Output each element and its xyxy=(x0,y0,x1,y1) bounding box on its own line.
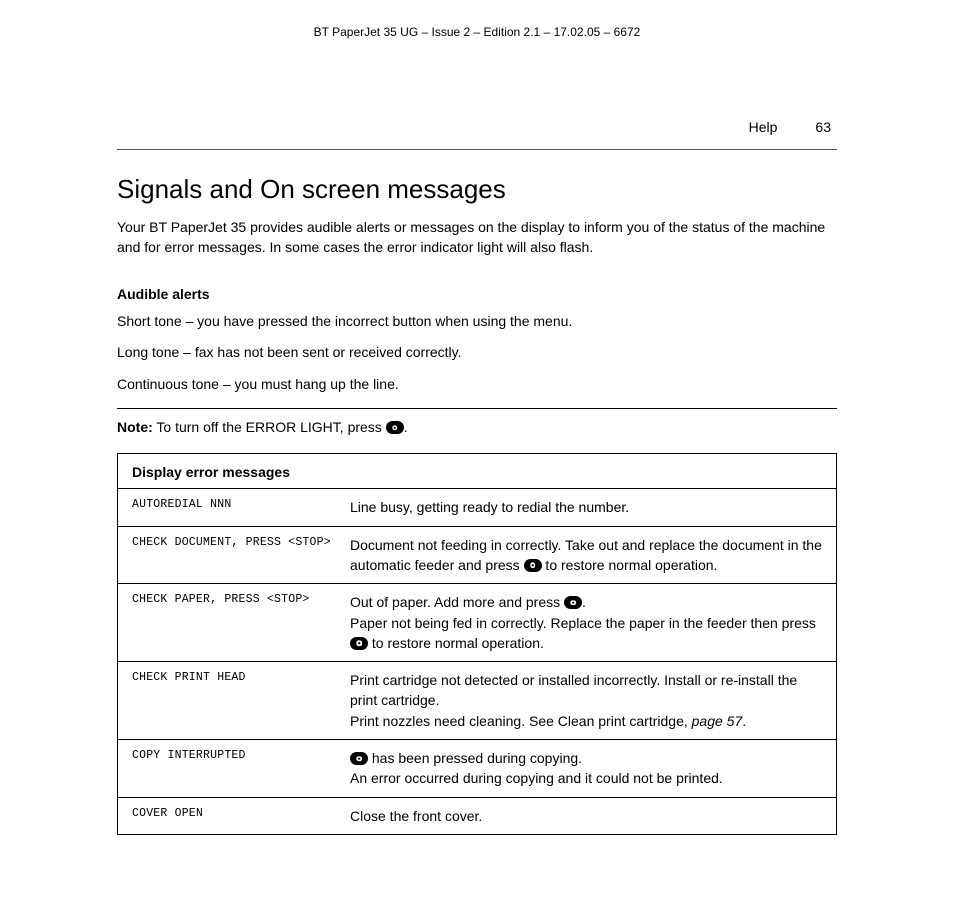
page-header: Help 63 xyxy=(117,119,837,135)
error-description: has been pressed during copying. An erro… xyxy=(350,748,822,789)
error-code: CHECK PAPER, PRESS <STOP> xyxy=(132,592,338,653)
error-description: Line busy, getting ready to redial the n… xyxy=(350,497,822,517)
desc-text: Paper not being fed in correctly. Replac… xyxy=(350,615,816,631)
stop-icon xyxy=(350,752,368,765)
page-title: Signals and On screen messages xyxy=(117,174,837,205)
error-code: AUTOREDIAL NNN xyxy=(132,497,338,517)
error-messages-table: Display error messages AUTOREDIAL NNN Li… xyxy=(117,453,837,835)
stop-icon xyxy=(350,637,368,650)
document-page: BT PaperJet 35 UG – Issue 2 – Edition 2.… xyxy=(117,25,837,835)
error-description: Print cartridge not detected or installe… xyxy=(350,670,822,731)
table-row: CHECK DOCUMENT, PRESS <STOP> Document no… xyxy=(118,527,836,585)
desc-text: Print cartridge not detected or installe… xyxy=(350,672,797,708)
table-row: AUTOREDIAL NNN Line busy, getting ready … xyxy=(118,489,836,526)
note-text-after: . xyxy=(404,419,408,435)
header-rule xyxy=(117,149,837,150)
stop-icon xyxy=(386,421,404,434)
desc-text: to restore normal operation. xyxy=(542,557,718,573)
alert-continuous-tone: Continuous tone – you must hang up the l… xyxy=(117,375,837,395)
error-description: Close the front cover. xyxy=(350,806,822,826)
intro-paragraph: Your BT PaperJet 35 provides audible ale… xyxy=(117,217,837,258)
desc-text: Print nozzles need cleaning. See Clean p… xyxy=(350,713,692,729)
page-reference: page 57 xyxy=(692,713,743,729)
desc-text: to restore normal operation. xyxy=(368,635,544,651)
note-rule xyxy=(117,408,837,409)
desc-text: . xyxy=(742,713,746,729)
desc-text: Out of paper. Add more and press xyxy=(350,594,564,610)
alert-short-tone: Short tone – you have pressed the incorr… xyxy=(117,312,837,332)
section-label: Help xyxy=(749,119,778,135)
desc-text: An error occurred during copying and it … xyxy=(350,770,723,786)
table-row: COVER OPEN Close the front cover. xyxy=(118,798,836,834)
table-row: CHECK PAPER, PRESS <STOP> Out of paper. … xyxy=(118,584,836,662)
table-header: Display error messages xyxy=(118,454,836,489)
error-description: Document not feeding in correctly. Take … xyxy=(350,535,822,576)
audible-alerts-heading: Audible alerts xyxy=(117,286,837,302)
note-line: Note: To turn off the ERROR LIGHT, press… xyxy=(117,419,837,435)
alert-long-tone: Long tone – fax has not been sent or rec… xyxy=(117,343,837,363)
error-code: COPY INTERRUPTED xyxy=(132,748,338,789)
error-description: Out of paper. Add more and press . Paper… xyxy=(350,592,822,653)
table-row: CHECK PRINT HEAD Print cartridge not det… xyxy=(118,662,836,740)
desc-text: . xyxy=(582,594,586,610)
stop-icon xyxy=(524,559,542,572)
stop-icon xyxy=(564,596,582,609)
error-code: COVER OPEN xyxy=(132,806,338,826)
error-code: CHECK DOCUMENT, PRESS <STOP> xyxy=(132,535,338,576)
error-code: CHECK PRINT HEAD xyxy=(132,670,338,731)
note-label: Note: xyxy=(117,419,153,435)
table-row: COPY INTERRUPTED has been pressed during… xyxy=(118,740,836,798)
page-number: 63 xyxy=(815,119,831,135)
document-header: BT PaperJet 35 UG – Issue 2 – Edition 2.… xyxy=(117,25,837,39)
desc-text: has been pressed during copying. xyxy=(368,750,582,766)
note-text-before: To turn off the ERROR LIGHT, press xyxy=(153,419,386,435)
